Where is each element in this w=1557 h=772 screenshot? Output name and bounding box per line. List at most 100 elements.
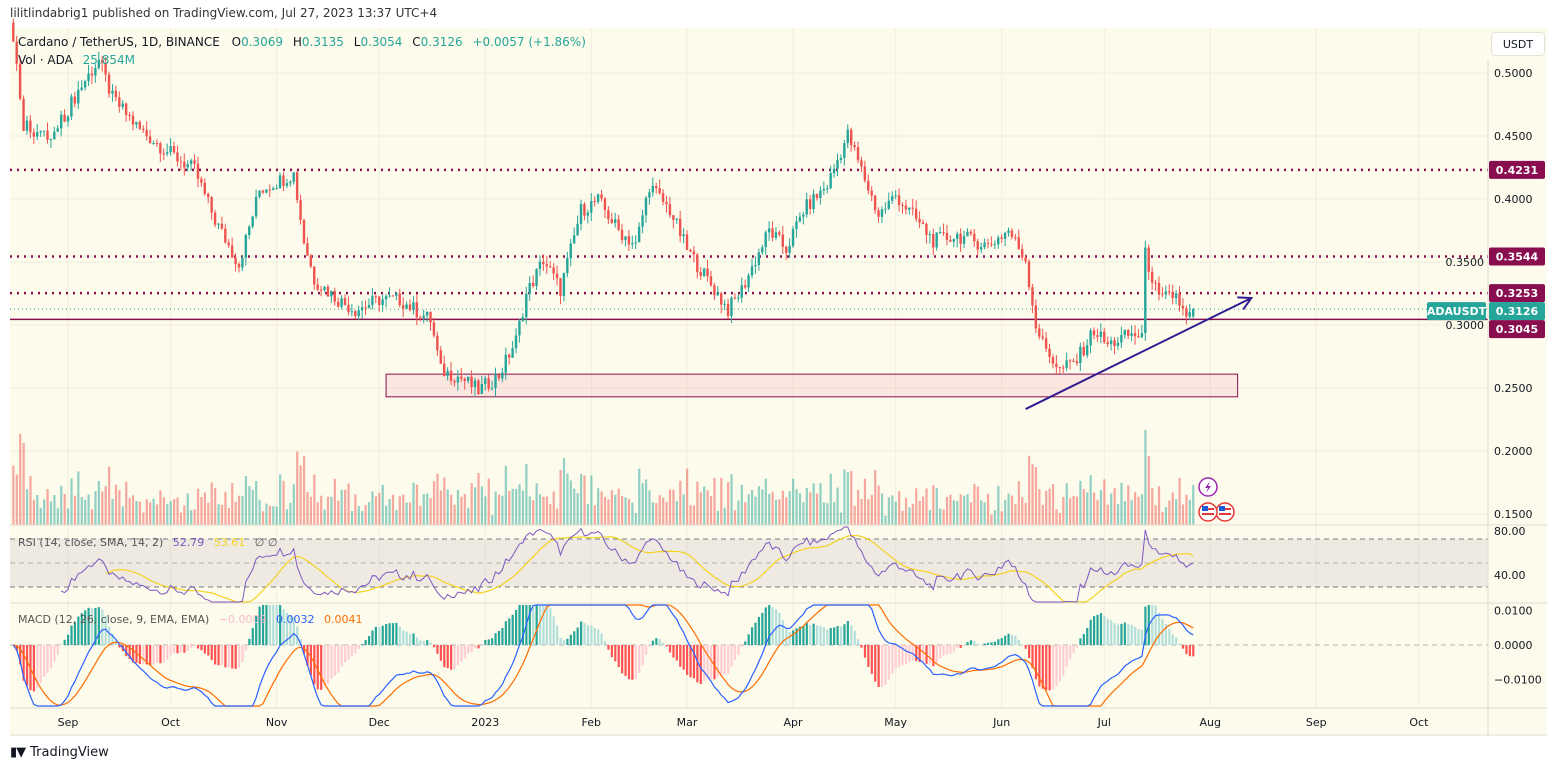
macd-histogram-bar xyxy=(600,633,603,645)
volume-bar xyxy=(829,473,832,525)
macd-histogram-bar xyxy=(84,610,87,645)
macd-histogram-bar xyxy=(15,645,18,652)
legend-open-label: O xyxy=(232,35,241,49)
trendline[interactable] xyxy=(1025,296,1254,410)
candle-body xyxy=(627,236,631,245)
candle-body xyxy=(531,282,535,287)
volume-bar xyxy=(552,491,555,525)
candle-body xyxy=(1092,330,1096,336)
candle-body xyxy=(1079,346,1082,364)
candle-body xyxy=(480,384,484,395)
macd-histogram-bar xyxy=(497,630,501,645)
tradingview-logo[interactable]: ▮▼ TradingView xyxy=(10,745,109,760)
macd-histogram-bar xyxy=(56,645,59,655)
lightning-event-icon[interactable] xyxy=(1198,477,1218,497)
candle-body xyxy=(1041,336,1044,339)
volume-bar xyxy=(313,474,316,525)
volume-bar xyxy=(1103,479,1106,525)
macd-histogram-bar xyxy=(1004,635,1007,645)
candle-body xyxy=(904,205,908,210)
candle-body xyxy=(159,143,162,154)
price-tick-label: 0.5000 xyxy=(1494,67,1533,80)
candle-body xyxy=(976,241,979,250)
us-flag-event-icon[interactable] xyxy=(1215,502,1235,522)
volume-bar xyxy=(159,490,162,525)
volume-bar xyxy=(1188,499,1191,525)
macd-histogram-bar xyxy=(169,645,172,656)
volume-bar xyxy=(210,482,213,525)
candle-body xyxy=(504,354,507,373)
volume-bar xyxy=(234,501,237,525)
time-tick-label: Mar xyxy=(677,716,698,729)
candle-body xyxy=(128,114,131,116)
candle-body xyxy=(1171,292,1174,299)
macd-histogram-bar xyxy=(853,630,856,645)
volume-bar xyxy=(675,501,678,525)
candle-body xyxy=(726,303,730,317)
horizontal-levels[interactable] xyxy=(10,168,1488,321)
macd-legend-name: MACD (12, 26, close, 9, EMA, EMA) xyxy=(18,613,209,626)
candle-body xyxy=(46,130,49,140)
candle-body xyxy=(689,249,692,252)
time-tick-label: Aug xyxy=(1200,716,1221,729)
candle-body xyxy=(692,251,696,255)
rsi-legend: RSI (14, close, SMA, 14, 2) 52.79 53.61 … xyxy=(18,536,277,549)
volume-bar xyxy=(36,495,39,525)
macd-histogram-bar xyxy=(956,645,959,648)
volume-bar xyxy=(176,497,179,525)
candle-body xyxy=(398,293,401,306)
us-flag-event-icon[interactable] xyxy=(1198,502,1218,522)
volume-bar xyxy=(77,471,80,525)
candle-body xyxy=(258,190,261,197)
macd-histogram-bar xyxy=(1096,614,1099,645)
macd-histogram-bar xyxy=(450,645,453,670)
candle-body xyxy=(470,376,473,387)
volume-bar xyxy=(415,484,419,525)
macd-histogram-bar xyxy=(545,605,548,645)
volume-bar xyxy=(60,485,63,525)
volume-bar xyxy=(658,495,661,525)
volume-bar xyxy=(1099,489,1103,525)
candle-body xyxy=(443,363,446,377)
macd-histogram-bar xyxy=(361,643,364,645)
volume-bar xyxy=(809,492,812,525)
macd-histogram-bar xyxy=(429,642,432,645)
macd-histogram-bar xyxy=(898,645,901,667)
macd-histogram-bar xyxy=(1140,629,1144,645)
candle-body xyxy=(655,185,658,189)
macd-histogram-bar xyxy=(210,645,213,660)
volume-bar xyxy=(518,484,521,525)
volume-bar xyxy=(453,504,456,525)
macd-line xyxy=(12,604,1194,707)
candle-body xyxy=(490,387,494,389)
symbol-label-box xyxy=(1427,302,1486,321)
volume-bar xyxy=(258,499,261,525)
volume-bar xyxy=(241,496,244,525)
currency-button[interactable]: USDT xyxy=(1491,32,1545,56)
candle-body xyxy=(538,261,542,269)
macd-histogram-bar xyxy=(576,627,579,645)
candle-body xyxy=(36,132,39,137)
candle-body xyxy=(521,317,525,321)
macd-histogram-bar xyxy=(672,645,675,658)
candle-body xyxy=(1010,230,1014,238)
level-price-label: 0.3253 xyxy=(1496,287,1538,300)
volume-bar xyxy=(792,478,795,525)
macd-histogram-bar xyxy=(409,634,412,645)
macd-histogram-bar xyxy=(402,630,405,645)
volume-bar xyxy=(354,494,357,525)
candle-body xyxy=(114,90,118,98)
macd-histogram-bar xyxy=(675,645,678,661)
legend-close-label: C xyxy=(412,35,420,49)
volume-bar xyxy=(497,494,501,525)
volume-bar xyxy=(94,491,97,525)
support-zone[interactable] xyxy=(385,373,1239,398)
volume-bar xyxy=(727,482,730,525)
candle-body xyxy=(1116,342,1120,346)
candle-body xyxy=(354,311,357,317)
candle-body xyxy=(422,315,425,319)
candle-body xyxy=(1174,293,1178,299)
macd-histogram-bar xyxy=(857,639,860,645)
volume-bar xyxy=(323,509,326,525)
